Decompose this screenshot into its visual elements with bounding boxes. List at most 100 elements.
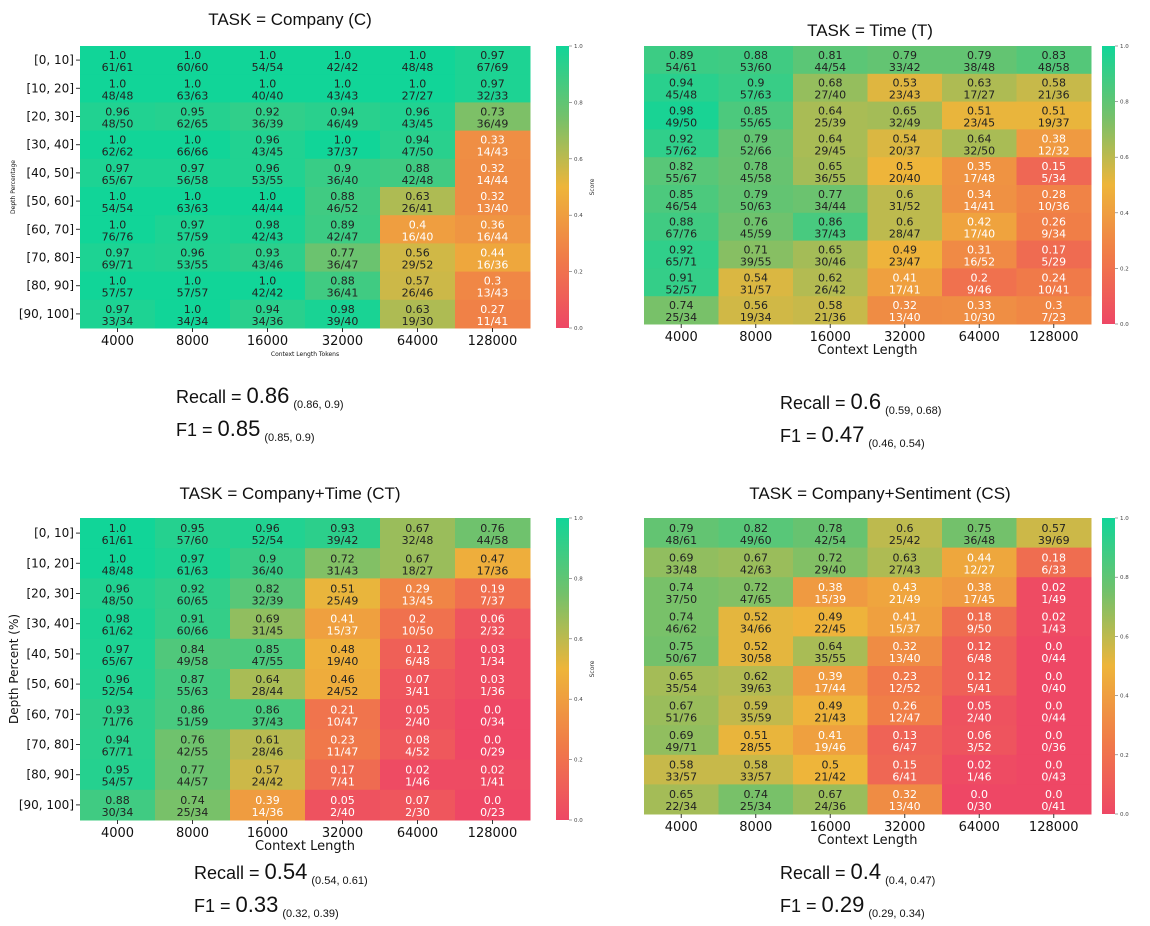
cell-value-label: 0.32 <box>893 788 918 801</box>
cell-count-label: 23/47 <box>889 256 921 269</box>
heatmap-cell <box>380 74 456 103</box>
y-tick-label: [90, 100] <box>19 307 74 321</box>
cell-count-label: 46/52 <box>327 202 359 215</box>
cell-count-label: 10/50 <box>402 625 434 638</box>
heatmap-cell <box>867 46 943 75</box>
cell-count-label: 21/42 <box>814 771 846 784</box>
colorbar-tick-label: 0.8 <box>1120 100 1129 106</box>
cell-value-label: 0.76 <box>180 734 205 747</box>
cell-value-label: 0.18 <box>967 611 992 624</box>
cell-value-label: 0.71 <box>744 244 769 257</box>
cell-count-label: 42/47 <box>327 230 359 243</box>
cell-count-label: 37/37 <box>327 146 359 159</box>
cell-count-label: 22/34 <box>665 800 697 813</box>
cell-count-label: 46/49 <box>327 118 359 131</box>
x-tick-label: 128000 <box>468 334 518 349</box>
cell-value-label: 0.42 <box>967 216 992 229</box>
cell-count-label: 36/41 <box>327 287 359 300</box>
cell-count-label: 50/67 <box>665 652 697 665</box>
cell-count-label: 33/57 <box>665 771 697 784</box>
cell-count-label: 39/40 <box>327 315 359 328</box>
cell-count-label: 1/49 <box>1041 593 1066 606</box>
cell-count-label: 0/36 <box>1041 741 1066 754</box>
cell-count-label: 18/27 <box>402 564 434 577</box>
y-tick-label: [0, 10] <box>34 53 74 67</box>
cell-value-label: 0.92 <box>669 132 694 145</box>
cell-value-label: 0.49 <box>893 244 918 257</box>
cell-count-label: 43/45 <box>402 118 434 131</box>
cell-count-label: 67/71 <box>102 746 134 759</box>
cell-value-label: 0.91 <box>669 271 694 284</box>
heatmap-cell <box>644 73 719 103</box>
metrics-company-time: Recall = 0.54 (0.54, 0.61) F1 = 0.33 (0.32… <box>194 860 368 926</box>
heatmap-cell <box>230 243 306 273</box>
cell-value-label: 0.58 <box>669 759 694 772</box>
colorbar-tick-label: 0.0 <box>1120 812 1129 818</box>
cell-count-label: 20/37 <box>889 144 921 157</box>
heatmap-cell <box>718 268 794 297</box>
cell-count-label: 0/44 <box>1041 652 1066 665</box>
cell-value-label: 0.75 <box>669 640 694 653</box>
heatmap-cell <box>230 74 306 103</box>
cell-count-label: 57/57 <box>177 287 209 300</box>
cell-count-label: 7/41 <box>330 776 355 789</box>
cell-count-label: 21/49 <box>889 593 921 606</box>
heatmap-cell <box>867 725 943 756</box>
cell-count-label: 4/52 <box>405 746 430 759</box>
cell-value-label: 0.56 <box>405 247 430 260</box>
f1-line: F1 = 0.47 (0.46, 0.54) <box>780 422 925 451</box>
x-tick-label: 16000 <box>247 826 288 841</box>
cell-value-label: 0.0 <box>484 703 502 716</box>
heatmap-cell <box>942 129 1017 158</box>
cell-count-label: 42/63 <box>740 563 772 576</box>
colorbar <box>556 518 569 820</box>
x-tick-label: 32000 <box>884 820 925 835</box>
heatmap-cell <box>455 215 531 244</box>
heatmap-cell <box>644 185 719 214</box>
y-tick-label: [80, 90] <box>26 768 74 782</box>
cell-value-label: 1.0 <box>109 49 127 62</box>
cell-count-label: 5/41 <box>967 682 992 695</box>
heatmap-cell <box>867 636 943 667</box>
metrics-time: Recall = 0.6 (0.59, 0.68) F1 = 0.47 (0.46,… <box>780 390 941 456</box>
cell-count-label: 42/42 <box>252 287 284 300</box>
cell-value-label: 0.62 <box>818 271 843 284</box>
cell-count-label: 5/29 <box>1041 256 1066 269</box>
cell-value-label: 0.31 <box>967 244 992 257</box>
heatmap-cell <box>380 271 456 301</box>
cell-count-label: 13/40 <box>889 800 921 813</box>
heatmap-cell <box>155 638 231 670</box>
cell-count-label: 14/36 <box>252 806 284 819</box>
cell-value-label: 0.96 <box>255 134 280 147</box>
x-tick-label: 128000 <box>468 826 518 841</box>
cell-count-label: 31/57 <box>740 283 772 296</box>
cell-count-label: 43/46 <box>252 259 284 272</box>
cell-count-label: 1/41 <box>480 776 505 789</box>
heatmap-cell <box>230 271 306 301</box>
cell-value-label: 0.86 <box>255 703 280 716</box>
cell-count-label: 15/37 <box>327 625 359 638</box>
heatmap-cell <box>455 46 531 75</box>
heatmap-cell <box>455 243 531 273</box>
cell-value-label: 0.97 <box>180 552 205 565</box>
y-axis-label: Depth Percentage <box>10 160 17 214</box>
cell-value-label: 0.63 <box>967 77 992 90</box>
cell-value-label: 0.83 <box>1042 49 1067 62</box>
cell-value-label: 0.34 <box>967 188 992 201</box>
heatmap-cell <box>80 243 156 273</box>
cell-value-label: 1.0 <box>259 49 277 62</box>
cell-count-label: 15/37 <box>889 623 921 636</box>
cell-value-label: 0.97 <box>480 77 505 90</box>
heatmap-cell <box>718 185 794 214</box>
cell-count-label: 21/36 <box>814 311 846 324</box>
heatmap-cell <box>155 608 231 640</box>
heatmap-cell <box>718 129 794 158</box>
heatmap-cell <box>1016 73 1092 103</box>
cell-count-label: 39/42 <box>327 534 359 547</box>
x-axis-label: Context Length <box>818 343 918 358</box>
heatmap-cell <box>942 666 1017 697</box>
heatmap-cell <box>793 606 868 637</box>
cell-value-label: 0.94 <box>105 734 130 747</box>
heatmap-cell <box>305 299 381 329</box>
colorbar <box>1102 46 1115 324</box>
